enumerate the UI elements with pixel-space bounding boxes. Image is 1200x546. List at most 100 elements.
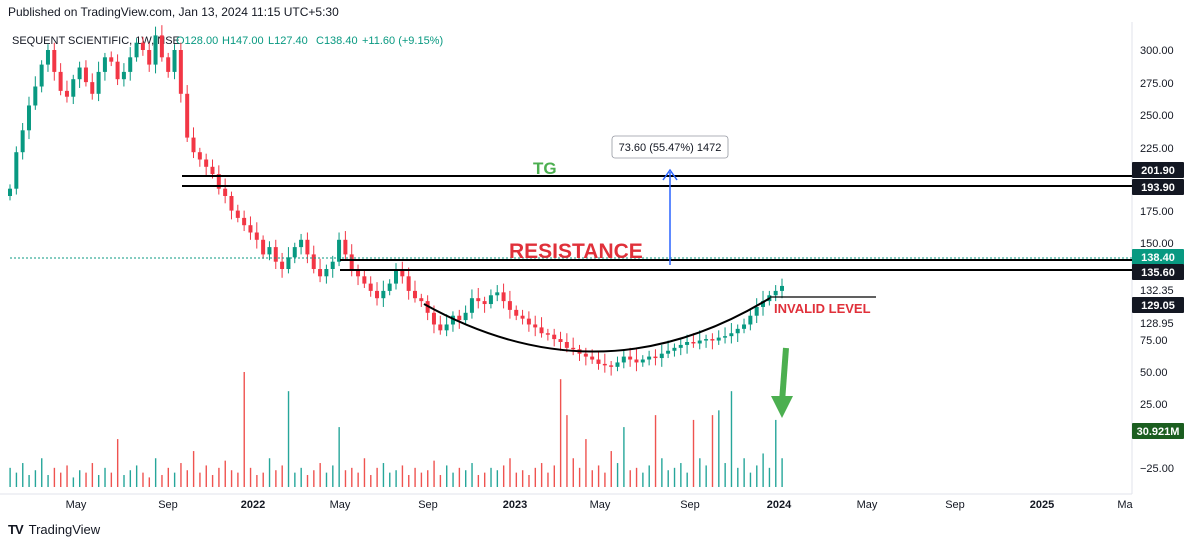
candle-body	[533, 324, 538, 328]
y-tick-label: 275.00	[1140, 78, 1174, 90]
volume-bar	[199, 472, 201, 487]
candle-body	[539, 327, 544, 334]
candle-body	[223, 188, 228, 196]
candle-body	[58, 71, 63, 91]
candle-body	[590, 356, 595, 360]
legend-high: H147.00	[222, 35, 264, 47]
price-axis: 300.00 275.00 250.00 225.00 175.00 150.00 132.…	[1132, 45, 1184, 475]
candle-body	[109, 57, 114, 62]
volume-bar	[262, 472, 264, 487]
volume-bar	[401, 465, 404, 487]
y-tick-label: 128.95	[1140, 318, 1174, 330]
volume-bar	[97, 475, 100, 487]
candle-body	[583, 353, 588, 357]
chart-svg[interactable]: SEQUENT SCIENTIFIC, 1W, NSE O128.00 H147…	[0, 22, 1200, 522]
candle-body	[666, 350, 671, 354]
candle-body	[672, 347, 677, 351]
y-tick-label: 225.00	[1140, 143, 1174, 155]
y-tick-label: 132.35	[1140, 285, 1174, 297]
legend-low: L127.40	[268, 35, 308, 47]
volume-bar	[661, 458, 663, 487]
volume-bar	[129, 470, 132, 487]
price-tag-label: 135.60	[1141, 267, 1175, 279]
volume-bar	[515, 472, 518, 487]
volume-bar	[585, 439, 587, 487]
volume-bar	[509, 458, 511, 487]
volume-bar	[370, 475, 372, 487]
candle-body	[128, 57, 133, 72]
volume-bar	[116, 439, 119, 487]
x-tick-label: Ma	[1117, 499, 1133, 511]
volume-bar	[363, 458, 366, 487]
volume-bar	[53, 467, 56, 487]
volume-bar	[521, 470, 524, 487]
footer-brand-label: TradingView	[28, 522, 101, 537]
candle-body	[602, 363, 607, 366]
candle-body	[39, 64, 44, 87]
candle-body	[463, 312, 468, 321]
price-tag	[1132, 162, 1184, 178]
volume-bar	[300, 467, 302, 487]
y-tick-label: 250.00	[1140, 110, 1174, 122]
x-tick-label: Sep	[945, 499, 965, 511]
candle-body	[552, 334, 557, 340]
candle-body	[216, 174, 221, 189]
x-tick-label: May	[857, 499, 878, 511]
candle-body	[343, 239, 348, 255]
volume-bar	[9, 467, 11, 487]
y-tick-label: 25.00	[1140, 399, 1168, 411]
volume-bar	[211, 475, 214, 487]
candle-body	[248, 225, 253, 233]
volume-bars	[9, 372, 783, 487]
volume-bar	[483, 472, 486, 487]
price-tag-label: 30.921M	[1137, 426, 1180, 438]
volume-bar	[224, 460, 226, 487]
volume-bar	[325, 472, 328, 487]
candle-body	[83, 67, 88, 83]
volume-bar	[699, 458, 701, 487]
candle-body	[8, 188, 12, 196]
volume-bar	[268, 458, 271, 487]
volume-bar	[275, 470, 277, 487]
volume-bar	[673, 467, 676, 487]
volume-bar	[344, 470, 347, 487]
x-tick-label: May	[66, 499, 87, 511]
candle-body	[704, 339, 709, 341]
candle-body	[96, 71, 101, 94]
candle-body	[450, 315, 455, 325]
candle-body	[102, 57, 107, 72]
tradingview-logo-icon: TV	[8, 522, 24, 537]
volume-bar	[559, 379, 562, 487]
volume-bar	[642, 472, 644, 487]
footer-brand[interactable]: TV TradingView	[8, 522, 100, 537]
candle-body	[45, 50, 50, 65]
candle-body	[419, 298, 424, 302]
candle-body	[394, 269, 398, 284]
candle-body	[349, 254, 354, 269]
resistance-label: RESISTANCE	[509, 240, 643, 263]
candle-body	[115, 61, 120, 80]
candle-body	[520, 315, 525, 319]
volume-bar	[502, 465, 505, 487]
candle-body	[267, 247, 272, 255]
candle-body	[735, 328, 740, 334]
y-tick-label: 150.00	[1140, 238, 1174, 250]
candle-body	[14, 152, 19, 189]
candle-body	[242, 217, 247, 226]
candle-body	[469, 298, 474, 313]
chart-legend: SEQUENT SCIENTIFIC, 1W, NSE O128.00 H147…	[12, 35, 443, 47]
price-tag	[1132, 179, 1184, 195]
x-tick-label: Sep	[680, 499, 700, 511]
volume-bar	[104, 467, 106, 487]
candle-body	[134, 42, 139, 58]
price-chart[interactable]: SEQUENT SCIENTIFIC, 1W, NSE O128.00 H147…	[0, 22, 1200, 522]
invalid-level-label: INVALID LEVEL	[774, 301, 871, 316]
volume-bar	[604, 472, 606, 487]
volume-bar	[180, 463, 182, 487]
candle-body	[318, 269, 323, 277]
volume-bar	[135, 465, 138, 487]
x-tick-label: May	[330, 499, 351, 511]
price-tag-label: 138.40	[1141, 252, 1175, 264]
price-tag	[1132, 297, 1184, 313]
candle-body	[71, 79, 76, 97]
